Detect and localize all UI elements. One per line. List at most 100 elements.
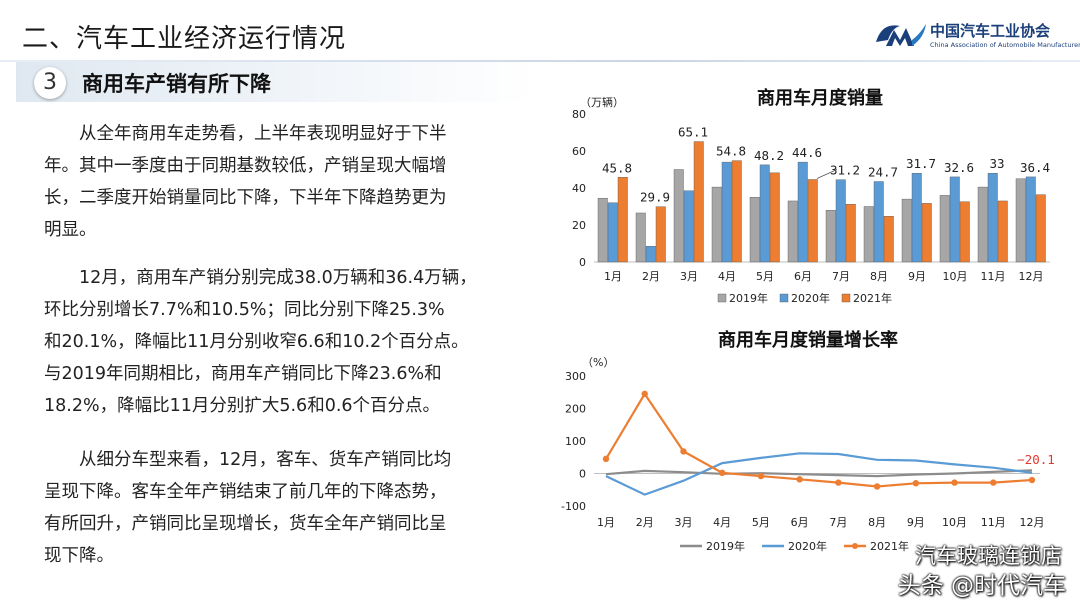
section-title: 商用车产销有所下降: [82, 72, 271, 96]
y-axis-unit: （万辆）: [580, 95, 624, 109]
data-label: 65.1: [678, 125, 708, 140]
legend-swatch-2020年: [779, 293, 789, 303]
x-tick-label: 6月: [791, 516, 809, 529]
legend-label: 2021年: [853, 291, 892, 305]
x-tick-label: 11月: [981, 270, 1006, 283]
bar-2019年-8月: [863, 206, 874, 263]
chart-title: 商用车月度销量: [757, 87, 883, 109]
text-line: 和20.1%，降幅比11月分别收窄6.6和10.2个百分点。: [44, 332, 469, 352]
text-line: 12月，商用车产销分别完成38.0万辆和36.4万辆，: [79, 268, 477, 288]
data-label: 32.6: [944, 160, 974, 175]
line-series-2020年: [605, 452, 1033, 496]
line-series-2021年: [605, 391, 1033, 488]
x-tick-label: 10月: [943, 270, 968, 283]
y-tick-label: 80: [572, 108, 586, 121]
point-2021-6月: [796, 476, 803, 483]
text-line: 年。其中一季度由于同期基数较低，产销呈现大幅增: [44, 156, 447, 176]
bar-2021年-8月: [883, 216, 894, 263]
bar-2021年-3月: [693, 141, 704, 263]
legend-label: 2020年: [788, 539, 827, 553]
bar-2020年-1月: [607, 202, 618, 263]
bar-2021年-2月: [655, 206, 666, 263]
legend-swatch-2019年: [717, 293, 727, 303]
section-number: 3: [34, 67, 66, 99]
bar-2019年-3月: [673, 169, 684, 263]
chart-title: 商用车月度销量增长率: [718, 329, 898, 351]
header-divider: [0, 60, 1080, 62]
bar-2021年-5月: [769, 172, 780, 263]
text-line: 与2019年同期相比，商用车产销同比下降23.6%和: [44, 364, 442, 384]
x-tick-label: 10月: [942, 516, 967, 529]
monthly-sales-bar-chart: 商用车月度销量 （万辆） 0 20 40 60 80 1月 45.8 2月 29.9 3月 65.1 4月…: [572, 87, 1050, 305]
bar-2020年-5月: [759, 164, 770, 263]
point-2021-1月: [602, 455, 610, 463]
bar-2019年-2月: [635, 212, 646, 263]
bar-2021年-9月: [921, 203, 932, 263]
x-tick-label: 5月: [756, 270, 774, 283]
data-label: 33: [989, 156, 1004, 171]
watermark-line-2: 头条 @时代汽车: [897, 573, 1066, 599]
point-2021-11月: [990, 479, 997, 486]
annotation-label: −20.1: [1017, 452, 1055, 467]
y-tick-label: 40: [572, 182, 586, 195]
point-2021-9月: [912, 480, 920, 487]
x-tick-label: 9月: [907, 516, 925, 529]
point-2021-5月: [757, 472, 765, 480]
paragraph-trend: 从全年商用车走势看，上半年表现明显好于下半 年。其中一季度由于同期基数较低，产销…: [44, 118, 534, 246]
bar-2019年-12月: [1015, 178, 1026, 263]
y-tick-label: 20: [572, 219, 586, 232]
point-2021-7月: [835, 479, 842, 486]
bar-2020年-2月: [645, 246, 656, 263]
bar-2021年-12月: [1035, 194, 1046, 263]
bar-2019年-10月: [939, 195, 950, 263]
bar-2020年-7月: [835, 179, 846, 263]
bar-2020年-11月: [987, 172, 998, 263]
data-label: 44.6: [792, 145, 822, 160]
x-tick-label: 11月: [981, 516, 1006, 529]
bar-2019年-4月: [711, 186, 722, 263]
x-tick-label: 12月: [1019, 270, 1044, 283]
legend-label: 2020年: [791, 291, 830, 305]
bar-2020年-4月: [721, 161, 732, 263]
x-tick-label: 7月: [829, 516, 847, 529]
bar-2019年-9月: [901, 198, 912, 263]
source-watermark: 汽车玻璃连锁店 头条 @时代汽车: [818, 540, 1080, 604]
data-label: 24.7: [868, 165, 898, 180]
legend-label: 2019年: [706, 539, 745, 553]
y-tick-label: 0: [579, 256, 586, 269]
bar-2020年-8月: [873, 181, 884, 263]
data-label: 29.9: [640, 190, 670, 205]
data-label: 36.4: [1020, 160, 1050, 175]
data-label: 48.2: [754, 148, 784, 163]
x-tick-label: 4月: [713, 516, 731, 529]
line-series-2019年: [605, 469, 1033, 478]
data-label: 54.8: [716, 144, 746, 159]
bar-2020年-9月: [911, 172, 922, 263]
y-tick-label: -100: [561, 500, 586, 513]
x-tick-label: 1月: [597, 516, 615, 529]
data-label: 31.2: [830, 163, 860, 178]
x-tick-label: 6月: [794, 270, 812, 283]
text-line: 长，二季度开始销量同比下降，下半年下降趋势更为: [44, 188, 447, 208]
point-2021-8月: [873, 483, 881, 490]
bar-2021年-10月: [959, 201, 970, 263]
paragraph-december: 12月，商用车产销分别完成38.0万辆和36.4万辆， 环比分别增长7.7%和1…: [44, 262, 534, 422]
watermark-line-1: 汽车玻璃连锁店: [915, 544, 1062, 568]
legend-marker: [852, 543, 858, 549]
text-line: 现下降。: [44, 546, 114, 566]
point-2021-2月: [641, 390, 648, 398]
chat-bubble-icon: [832, 549, 857, 568]
point-2021-10月: [951, 479, 958, 486]
data-label: 31.7: [906, 156, 936, 171]
bar-2021年-7月: [845, 204, 856, 263]
bar-2021年-4月: [731, 160, 742, 263]
y-tick-label: 300: [565, 370, 586, 383]
association-logo: 中国汽车工业协会 China Association of Automobile…: [872, 14, 1080, 58]
legend-label: 2021年: [870, 539, 909, 553]
bar-2019年-1月: [597, 197, 608, 263]
x-tick-label: 12月: [1020, 516, 1045, 529]
y-tick-label: 200: [565, 403, 586, 416]
x-tick-label: 8月: [870, 270, 888, 283]
header-bar: 二、汽车工业经济运行情况 中国汽车工业协会 China Association …: [0, 0, 1080, 72]
page-title: 二、汽车工业经济运行情况: [22, 24, 347, 54]
